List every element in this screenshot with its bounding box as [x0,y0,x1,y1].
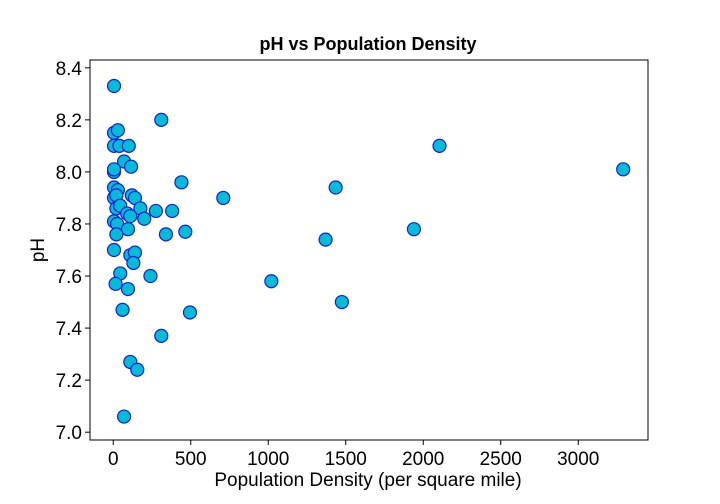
data-point [106,242,122,258]
data-point [106,162,122,177]
data-point [120,281,136,297]
x-tick-label: 500 [175,449,207,470]
data-point [123,209,138,224]
data-point [182,305,198,320]
y-tick-label: 7.2 [56,371,82,392]
x-tick-label: 2000 [402,449,444,470]
data-point [115,302,130,317]
x-tick-label: 2500 [480,449,522,470]
data-point [216,190,231,206]
data-point [154,112,169,127]
data-point [148,203,163,219]
data-point [616,162,631,177]
data-point [106,78,122,94]
data-point [123,159,139,174]
x-tick-label: 3000 [557,449,599,470]
y-tick-label: 8.2 [56,111,82,132]
chart-title: pH vs Population Density [259,34,476,54]
y-tick-label: 8.0 [56,163,82,184]
data-point [328,180,343,195]
x-tick-label: 1500 [325,449,367,470]
data-point [110,123,126,138]
data-points [106,78,631,424]
data-point [109,227,124,242]
x-tick-label: 0 [108,449,119,470]
data-point [121,138,136,153]
x-tick-label: 1000 [247,449,289,470]
data-point [406,222,422,237]
y-axis-label: pH [28,238,49,262]
data-point [174,175,189,190]
data-point [120,222,136,237]
data-point [264,274,279,289]
data-point [334,294,349,310]
data-point [318,232,333,247]
data-point [432,138,447,153]
data-point [154,328,169,343]
data-point [116,409,132,424]
y-tick-label: 7.4 [56,319,83,340]
x-axis-label: Population Density (per square mile) [214,470,521,491]
data-point [137,211,152,226]
data-point [158,227,174,242]
y-tick-label: 8.4 [56,59,83,80]
y-tick-label: 7.0 [56,423,82,444]
data-point [165,203,180,219]
data-point [143,268,158,284]
data-point [126,255,141,271]
plot-frame [89,59,649,441]
y-tick-label: 7.6 [56,267,82,288]
y-axis: 7.0 7.2 7.4 7.6 7.8 8.0 8.2 8.4 [56,59,90,444]
data-point [178,224,193,239]
x-axis: 0 500 1000 1500 2000 2500 3000 [108,440,599,470]
data-point [108,276,123,291]
data-point [130,362,145,377]
y-tick-label: 7.8 [56,215,82,236]
